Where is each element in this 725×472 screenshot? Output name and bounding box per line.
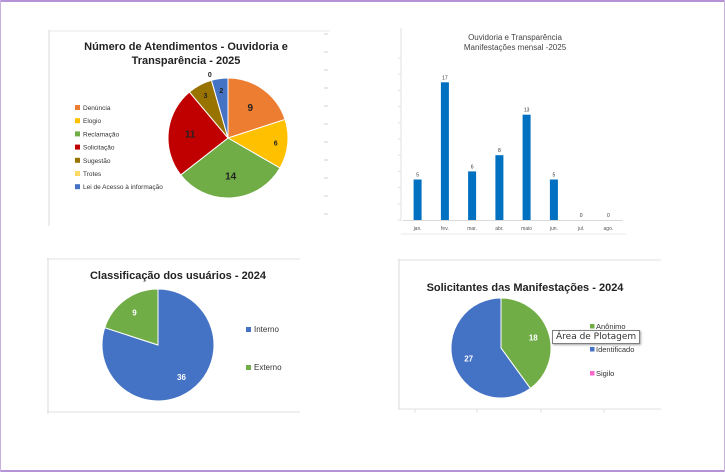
data-label-interno: 36 <box>177 373 186 382</box>
legend-swatch-sugestao <box>75 157 80 163</box>
legend-label-identificado: Identificado <box>596 345 634 354</box>
bar-value-jun: 5 <box>553 173 556 179</box>
data-label-identificado: 27 <box>464 354 473 363</box>
bar-mar[interactable] <box>468 171 477 220</box>
chart-title-line2: Transparência - 2025 <box>132 55 241 67</box>
data-label-solicitacao: 11 <box>185 130 196 141</box>
chart-classificacao-panel[interactable]: Classificação dos usuários - 2024 36 9 In… <box>47 258 300 414</box>
x-tick-label-fev: fev. <box>441 226 449 232</box>
plot-area-tooltip: Área de Plotagem <box>552 330 641 344</box>
bar-value-ago: 0 <box>607 213 610 219</box>
legend-swatch-denuncia <box>75 105 80 110</box>
bar-value-jan: 5 <box>416 173 419 179</box>
chart-title-line1: Número de Atendimentos - Ouvidoria e <box>84 41 288 53</box>
chart-atendimentos-panel[interactable]: Número de Atendimentos - Ouvidoria e Tra… <box>48 30 330 226</box>
chart-solicitantes-panel[interactable]: Solicitantes das Manifestações - 2024 18… <box>398 259 661 425</box>
legend-label-sigilo: Sigilo <box>596 369 614 378</box>
data-label-sugestao: 3 <box>204 93 208 100</box>
data-label-lei-de-acesso-a-informacao: 2 <box>219 88 223 95</box>
data-label-reclamacao: 14 <box>225 171 237 182</box>
bar-jan[interactable] <box>413 179 422 221</box>
x-tick-label-abr: abr. <box>495 226 503 232</box>
legend-label-elogio: Elogio <box>83 118 101 125</box>
data-label-elogio: 6 <box>274 141 278 148</box>
legend-swatch-trotes <box>75 171 80 176</box>
bar-value-abr: 8 <box>498 148 501 154</box>
chart-classificacao[interactable]: Classificação dos usuários - 2024 36 9 In… <box>47 258 300 414</box>
pie-slice-solicitacao[interactable] <box>167 91 229 176</box>
pie-slice-externo[interactable] <box>104 288 159 346</box>
window-left-border <box>0 0 1 472</box>
chart-atendimentos-right-ticks <box>323 30 333 226</box>
legend-swatch-externo <box>246 365 251 370</box>
x-tick-label-jun: jun. <box>549 226 558 232</box>
legend-label-trotes: Trotes <box>83 171 102 178</box>
data-label-anonimo: 18 <box>529 333 538 342</box>
data-label-trotes: 0 <box>208 72 212 79</box>
legend-label-lei-de-acesso-a-informacao: Lei de Acesso à informação <box>83 184 163 191</box>
x-tick-label-jul: jul. <box>577 226 584 232</box>
chart-solicitantes[interactable]: Solicitantes das Manifestações - 2024 18… <box>398 259 661 425</box>
pie-slice-reclamacao[interactable] <box>180 137 281 199</box>
chart-title: Classificação dos usuários - 2024 <box>90 270 267 282</box>
chart-title-line2: Manifestações mensal -2025 <box>464 43 567 52</box>
chart-atendimentos[interactable]: Número de Atendimentos - Ouvidoria e Tra… <box>48 30 330 226</box>
legend-label-anonimo: Anônimo <box>596 322 626 331</box>
window-bottom-border <box>0 470 725 472</box>
x-tick-label-maio: maio <box>521 226 532 232</box>
x-tick-label-ago: ago. <box>604 226 614 232</box>
chart-title: Solicitantes das Manifestações - 2024 <box>427 282 625 294</box>
pie-slice-anonimo[interactable] <box>500 297 552 390</box>
legend-swatch-identificado <box>590 347 595 352</box>
legend-swatch-lei-de-acesso-a-informacao <box>75 184 80 190</box>
bar-abr[interactable] <box>495 155 504 220</box>
legend-label-sugestao: Sugestão <box>83 158 111 165</box>
bar-value-jul: 0 <box>580 213 583 219</box>
chart-mensal-panel[interactable]: Ouvidoria e Transparência Manifestações … <box>398 26 628 238</box>
x-tick-label-jan: jan. <box>413 226 422 232</box>
legend-label-reclamacao: Reclamação <box>83 131 120 138</box>
legend-label-externo: Externo <box>254 363 282 372</box>
legend-swatch-sigilo <box>590 371 595 376</box>
bar-value-fev: 17 <box>442 75 448 81</box>
pie-slice-interno[interactable] <box>101 288 215 402</box>
legend-swatch-elogio <box>75 118 80 124</box>
pie-slice-identificado[interactable] <box>450 297 532 399</box>
legend-label-interno: Interno <box>254 325 279 334</box>
data-label-denuncia: 9 <box>248 103 254 114</box>
chart-title-line1: Ouvidoria e Transparência <box>468 33 562 42</box>
x-tick-label-mar: mar. <box>467 226 477 232</box>
legend-label-solicitacao: Solicitação <box>83 145 115 152</box>
legend-swatch-anonimo <box>590 324 595 329</box>
bar-value-mar: 6 <box>471 164 474 170</box>
data-label-externo: 9 <box>132 308 137 317</box>
bar-value-maio: 13 <box>524 108 530 114</box>
window-top-border <box>0 0 725 2</box>
legend-label-denuncia: Denúncia <box>83 105 111 112</box>
legend-swatch-solicitacao <box>75 144 80 150</box>
bar-fev[interactable] <box>440 82 449 220</box>
bar-maio[interactable] <box>522 114 531 220</box>
chart-mensal[interactable]: Ouvidoria e Transparência Manifestações … <box>398 26 628 238</box>
bar-jun[interactable] <box>549 179 558 221</box>
pie-slice-denuncia[interactable] <box>227 77 286 139</box>
data-label-sigilo: 0 <box>499 288 504 297</box>
pie-slice-lei-de-acesso-a-informacao[interactable] <box>210 77 229 139</box>
legend-swatch-interno <box>246 327 251 332</box>
legend-swatch-reclamacao <box>75 131 80 137</box>
